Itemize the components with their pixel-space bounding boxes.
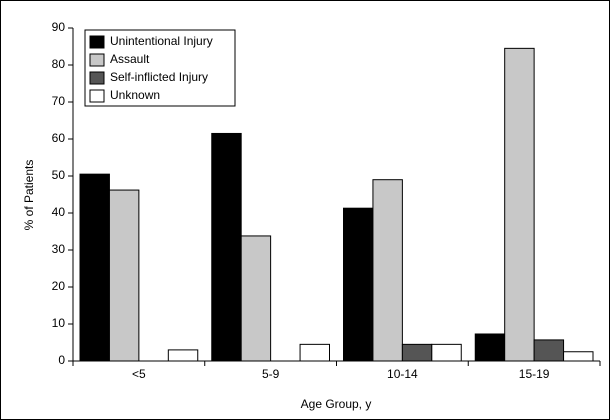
legend-swatch xyxy=(89,53,105,67)
bar xyxy=(563,351,594,362)
y-tick-label: 30 xyxy=(52,242,66,256)
bar xyxy=(372,179,403,362)
legend-box xyxy=(84,29,236,107)
legend-swatch xyxy=(89,71,105,85)
y-tick-label: 40 xyxy=(52,205,66,219)
x-tick-label: 10-14 xyxy=(387,367,418,381)
bar xyxy=(240,235,272,362)
x-tick-label: <5 xyxy=(132,367,146,381)
legend-label: Unintentional Injury xyxy=(110,34,213,48)
y-axis-label: % of Patients xyxy=(22,160,36,231)
bar xyxy=(79,173,110,362)
y-tick-label: 90 xyxy=(52,20,66,34)
legend-label: Unknown xyxy=(110,88,160,102)
bar xyxy=(299,343,330,362)
y-tick-label: 10 xyxy=(52,316,66,330)
y-tick-label: 70 xyxy=(52,94,66,108)
bar xyxy=(474,333,506,362)
y-tick-label: 60 xyxy=(52,131,66,145)
bar xyxy=(431,343,462,362)
bar xyxy=(343,207,374,362)
y-tick-label: 50 xyxy=(52,168,66,182)
bar xyxy=(211,132,242,362)
x-axis-label: Age Group, y xyxy=(301,397,372,411)
bar xyxy=(401,343,433,362)
x-tick-label: 15-19 xyxy=(519,367,550,381)
legend-swatch xyxy=(89,35,105,49)
legend-label: Self-inflicted Injury xyxy=(110,70,208,84)
x-tick-label: 5-9 xyxy=(262,367,280,381)
bar xyxy=(504,47,535,362)
y-tick-label: 0 xyxy=(58,353,65,367)
legend-label: Assault xyxy=(110,52,150,66)
bar xyxy=(108,189,140,362)
bar xyxy=(167,349,199,362)
legend-swatch xyxy=(89,89,105,103)
y-tick-label: 20 xyxy=(52,279,66,293)
bar xyxy=(533,339,565,362)
y-tick-label: 80 xyxy=(52,57,66,71)
